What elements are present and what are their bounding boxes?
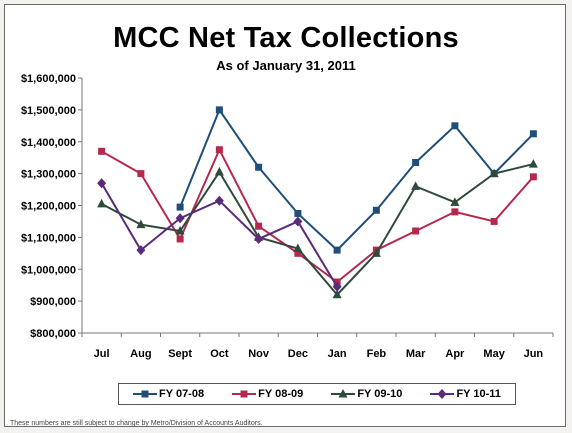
data-point-fy-07-08 — [451, 122, 459, 130]
data-point-fy-08-09 — [294, 249, 302, 257]
x-tick-label: Sept — [168, 348, 192, 360]
data-point-fy-09-10 — [293, 243, 303, 253]
chart-title: MCC Net Tax Collections — [113, 22, 459, 54]
legend-label: FY 09-10 — [357, 388, 403, 400]
data-point-fy-08-09 — [98, 147, 106, 155]
legend-item: FY 10-11 — [430, 388, 501, 400]
data-point-fy-08-09 — [529, 173, 537, 181]
data-point-fy-08-09 — [137, 170, 145, 178]
x-tick-label: Jun — [524, 348, 544, 360]
data-point-fy-09-10 — [332, 289, 342, 299]
x-tick-label: Jul — [94, 348, 110, 360]
data-point-fy-07-08 — [333, 246, 341, 254]
data-point-fy-08-09 — [412, 227, 420, 235]
data-point-fy-07-08 — [294, 209, 302, 217]
legend-label: FY 10-11 — [456, 388, 501, 400]
legend-item: FY 09-10 — [331, 388, 402, 400]
data-point-fy-10-11 — [136, 245, 146, 256]
y-tick-label: $1,100,000 — [21, 232, 76, 244]
x-tick-label: Jan — [328, 348, 347, 360]
data-point-fy-09-10 — [489, 168, 499, 178]
x-tick-label: Dec — [288, 348, 308, 360]
legend-swatch — [133, 390, 158, 398]
data-point-fy-10-11 — [254, 233, 264, 244]
data-point-fy-07-08 — [215, 106, 223, 114]
chart-legend: FY 07-08 FY 08-09 FY 09-10 FY 10-11 — [118, 383, 516, 405]
y-tick-label: $1,300,000 — [21, 169, 76, 181]
data-point-fy-09-10 — [450, 197, 460, 206]
legend-swatch — [430, 389, 455, 399]
y-tick-label: $1,400,000 — [21, 137, 76, 149]
series-line-fy-08-09 — [101, 148, 535, 283]
y-tick-label: $800,000 — [30, 328, 76, 340]
x-tick-label: Nov — [248, 348, 270, 360]
data-point-fy-09-10 — [97, 198, 107, 208]
legend-swatch — [331, 389, 356, 398]
y-tick-label: $1,000,000 — [21, 264, 76, 276]
data-point-fy-07-08 — [176, 203, 184, 211]
x-tick-label: Feb — [367, 348, 387, 360]
data-point-fy-07-08 — [255, 163, 263, 171]
x-tick-label: Mar — [406, 348, 426, 360]
data-point-fy-10-11 — [97, 178, 107, 189]
legend-label: FY 07-08 — [159, 388, 205, 400]
data-point-fy-08-09 — [490, 217, 498, 225]
data-point-fy-09-10 — [411, 181, 421, 190]
data-point-fy-07-08 — [372, 206, 380, 214]
x-tick-label: Oct — [210, 348, 229, 360]
chart-footnote: These numbers are still subject to chang… — [10, 420, 263, 427]
data-point-fy-07-08 — [529, 130, 537, 138]
legend-swatch — [232, 390, 257, 398]
series-line-fy-07-08 — [179, 108, 535, 252]
data-point-fy-10-11 — [293, 216, 303, 227]
data-point-fy-10-11 — [214, 195, 224, 206]
data-point-fy-10-11 — [175, 213, 185, 224]
legend-item: FY 08-09 — [232, 388, 303, 400]
data-point-fy-10-11 — [332, 281, 342, 292]
data-point-fy-08-09 — [215, 146, 223, 154]
data-point-fy-09-10 — [214, 167, 224, 176]
legend-item: FY 07-08 — [133, 388, 204, 400]
x-tick-label: Apr — [445, 348, 465, 360]
x-tick-label: May — [483, 348, 505, 360]
data-point-fy-09-10 — [371, 248, 381, 257]
y-tick-label: $1,200,000 — [21, 201, 76, 213]
y-tick-label: $1,600,000 — [21, 73, 76, 85]
x-tick-label: Aug — [130, 348, 151, 360]
data-point-fy-08-09 — [176, 235, 184, 243]
data-point-fy-07-08 — [412, 158, 420, 166]
y-tick-label: $1,500,000 — [21, 105, 76, 117]
y-tick-label: $900,000 — [30, 296, 76, 308]
data-point-fy-09-10 — [175, 226, 185, 235]
series-line-fy-09-10 — [101, 163, 534, 296]
data-point-fy-09-10 — [136, 219, 146, 229]
data-point-fy-08-09 — [451, 208, 459, 216]
data-point-fy-09-10 — [528, 159, 538, 168]
chart-subtitle: As of January 31, 2011 — [216, 58, 356, 73]
legend-label: FY 08-09 — [258, 388, 304, 400]
data-point-fy-08-09 — [255, 222, 263, 230]
